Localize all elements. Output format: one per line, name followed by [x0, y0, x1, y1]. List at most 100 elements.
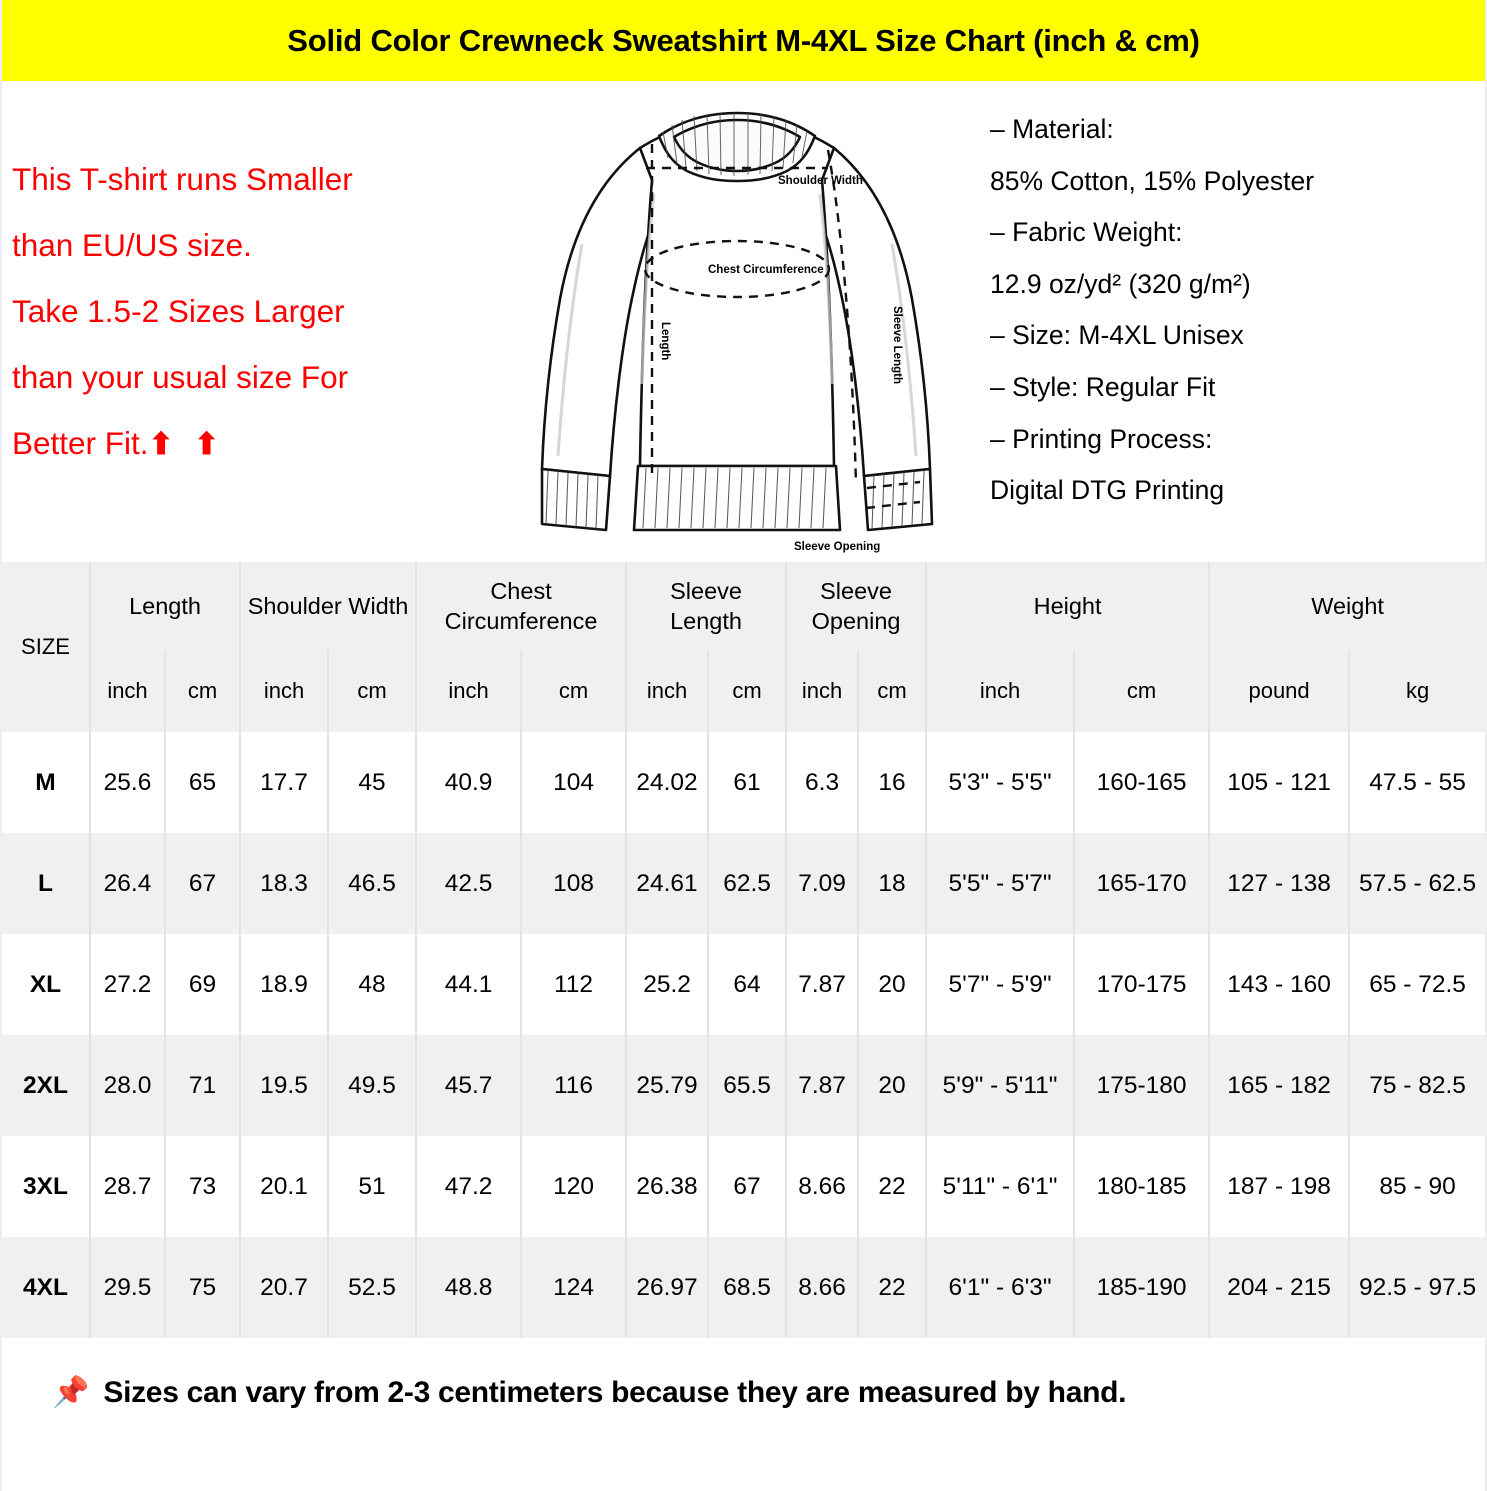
spec-line: 12.9 oz/yd² (320 g/m²) [990, 268, 1251, 299]
spec-line: – Size: M-4XL Unisex [990, 320, 1244, 351]
cell-value: 75 - 82.5 [1349, 1035, 1486, 1136]
spec-line: 85% Cotton, 15% Polyester [990, 165, 1315, 196]
cell-value: 20 [858, 1035, 928, 1136]
header-unit-length-cm: cm [165, 650, 242, 732]
table-row: 2XL 28.0 71 19.5 49.5 45.7 116 25.79 65.… [2, 1035, 1486, 1136]
header-unit-sleeve-opening-cm: cm [858, 650, 928, 732]
footer-note: 📌 Sizes can vary from 2-3 centimeters be… [2, 1338, 1485, 1448]
cell-value: 8.66 [786, 1237, 860, 1338]
header-unit-length-inch: inch [90, 650, 166, 732]
cell-value: 165-170 [1074, 833, 1211, 934]
header-unit-height-inch: inch [926, 650, 1076, 732]
cell-value: 26.38 [626, 1136, 710, 1237]
header-unit-sleeve-opening-inch: inch [786, 650, 860, 732]
cell-value: 92.5 - 97.5 [1349, 1237, 1486, 1338]
table-unit-header-row: inch cm inch cm inch cm inch cm inch cm … [2, 650, 1486, 732]
cell-value: 40.9 [416, 732, 523, 833]
info-band: This T-shirt runs Smaller than EU/US siz… [2, 84, 1485, 562]
cell-value: 69 [165, 934, 242, 1035]
fit-warning-line: than EU/US size. [12, 227, 252, 263]
cell-value: 108 [521, 833, 628, 934]
header-unit-chest-circumference-cm: cm [521, 650, 628, 732]
spec-line: – Material: [990, 114, 1114, 144]
header-group-sleeve-length: Sleeve Length [626, 562, 788, 650]
cell-value: 49.5 [328, 1035, 418, 1136]
cell-value: 26.4 [90, 833, 166, 934]
cell-value: 20.1 [240, 1136, 330, 1237]
cell-value: 62.5 [708, 833, 788, 934]
cell-value: 120 [521, 1136, 628, 1237]
fit-warning-block: This T-shirt runs Smaller than EU/US siz… [2, 84, 522, 562]
cell-value: 45.7 [416, 1035, 523, 1136]
header-group-height: Height [926, 562, 1211, 650]
cell-value: 143 - 160 [1209, 934, 1351, 1035]
cell-value: 5'3" - 5'5" [926, 732, 1076, 833]
cell-value: 71 [165, 1035, 242, 1136]
cell-value: 61 [708, 732, 788, 833]
cell-value: 29.5 [90, 1237, 166, 1338]
label-sleeve-length: Sleeve Length [891, 306, 903, 384]
cell-value: 165 - 182 [1209, 1035, 1351, 1136]
cell-value: 6.3 [786, 732, 860, 833]
cell-value: 6'1" - 6'3" [926, 1237, 1076, 1338]
header-group-shoulder-width: Shoulder Width [240, 562, 418, 650]
spec-line: – Fabric Weight: [990, 217, 1183, 248]
cell-value: 7.87 [786, 934, 860, 1035]
cell-size: 4XL [2, 1237, 91, 1338]
cell-value: 51 [328, 1136, 418, 1237]
cell-value: 7.09 [786, 833, 860, 934]
up-arrow-icon: ⬆ ⬆ [148, 428, 226, 461]
size-chart-table: SIZE Length Shoulder Width Chest Circumf… [2, 562, 1486, 1338]
cell-value: 19.5 [240, 1035, 330, 1136]
table-row: L 26.4 67 18.3 46.5 42.5 108 24.61 62.5 … [2, 833, 1486, 934]
cell-value: 5'11" - 6'1" [926, 1136, 1076, 1237]
cell-value: 5'5" - 5'7" [926, 833, 1076, 934]
cell-value: 112 [521, 934, 628, 1035]
cell-size: L [2, 833, 91, 934]
cell-value: 52.5 [328, 1237, 418, 1338]
header-size: SIZE [2, 562, 91, 732]
cell-value: 20 [858, 934, 928, 1035]
cell-value: 65 [165, 732, 242, 833]
cell-value: 25.2 [626, 934, 710, 1035]
header-group-chest-circumference: Chest Circumference [416, 562, 628, 650]
fit-warning-line: Take 1.5-2 Sizes Larger [12, 293, 345, 329]
header-unit-height-cm: cm [1074, 650, 1211, 732]
header-unit-sleeve-length-cm: cm [708, 650, 788, 732]
cell-value: 24.61 [626, 833, 710, 934]
cell-value: 127 - 138 [1209, 833, 1351, 934]
cell-value: 187 - 198 [1209, 1136, 1351, 1237]
fit-warning-line-last: Better Fit.⬆ ⬆ [12, 410, 522, 478]
table-row: M 25.6 65 17.7 45 40.9 104 24.02 61 6.3 … [2, 732, 1485, 833]
spec-line: Digital DTG Printing [990, 475, 1225, 506]
cell-value: 175-180 [1074, 1035, 1211, 1136]
page-title: Solid Color Crewneck Sweatshirt M-4XL Si… [287, 22, 1200, 58]
cell-value: 160-165 [1074, 732, 1211, 833]
header-unit-weight-kg: kg [1349, 650, 1486, 732]
label-length: Length [659, 322, 671, 360]
cell-value: 67 [165, 833, 242, 934]
cell-value: 64 [708, 934, 788, 1035]
cell-value: 48 [328, 934, 418, 1035]
header-unit-chest-circumference-inch: inch [416, 650, 523, 732]
cell-size: 2XL [2, 1035, 91, 1136]
spec-line: – Printing Process: [990, 423, 1213, 454]
cell-value: 65 - 72.5 [1369, 970, 1466, 998]
cell-value: 8.66 [786, 1136, 860, 1237]
cell-value: 45 [328, 732, 418, 833]
table-body: M 25.6 65 17.7 45 40.9 104 24.02 61 6.3 … [2, 732, 1486, 1338]
cell-value: 28.0 [90, 1035, 166, 1136]
cell-value: 67 [708, 1136, 788, 1237]
title-banner: Solid Color Crewneck Sweatshirt M-4XL Si… [2, 0, 1485, 84]
footer-note-text: Sizes can vary from 2-3 centimeters beca… [103, 1376, 1127, 1409]
cell-value: 42.5 [416, 833, 523, 934]
table-head: SIZE Length Shoulder Width Chest Circumf… [2, 562, 1486, 732]
header-group-length: Length [90, 562, 242, 650]
table-row: XL 27.2 69 18.9 48 44.1 112 25.2 64 7.87… [2, 934, 1485, 1035]
cell-value: 180-185 [1074, 1136, 1211, 1237]
garment-diagram: Shoulder Width Chest Circumference Lengt… [522, 84, 952, 562]
spec-line: – Style: Regular Fit [990, 371, 1216, 402]
cell-value: 48.8 [416, 1237, 523, 1338]
cell-value: 105 - 121 [1209, 732, 1351, 833]
